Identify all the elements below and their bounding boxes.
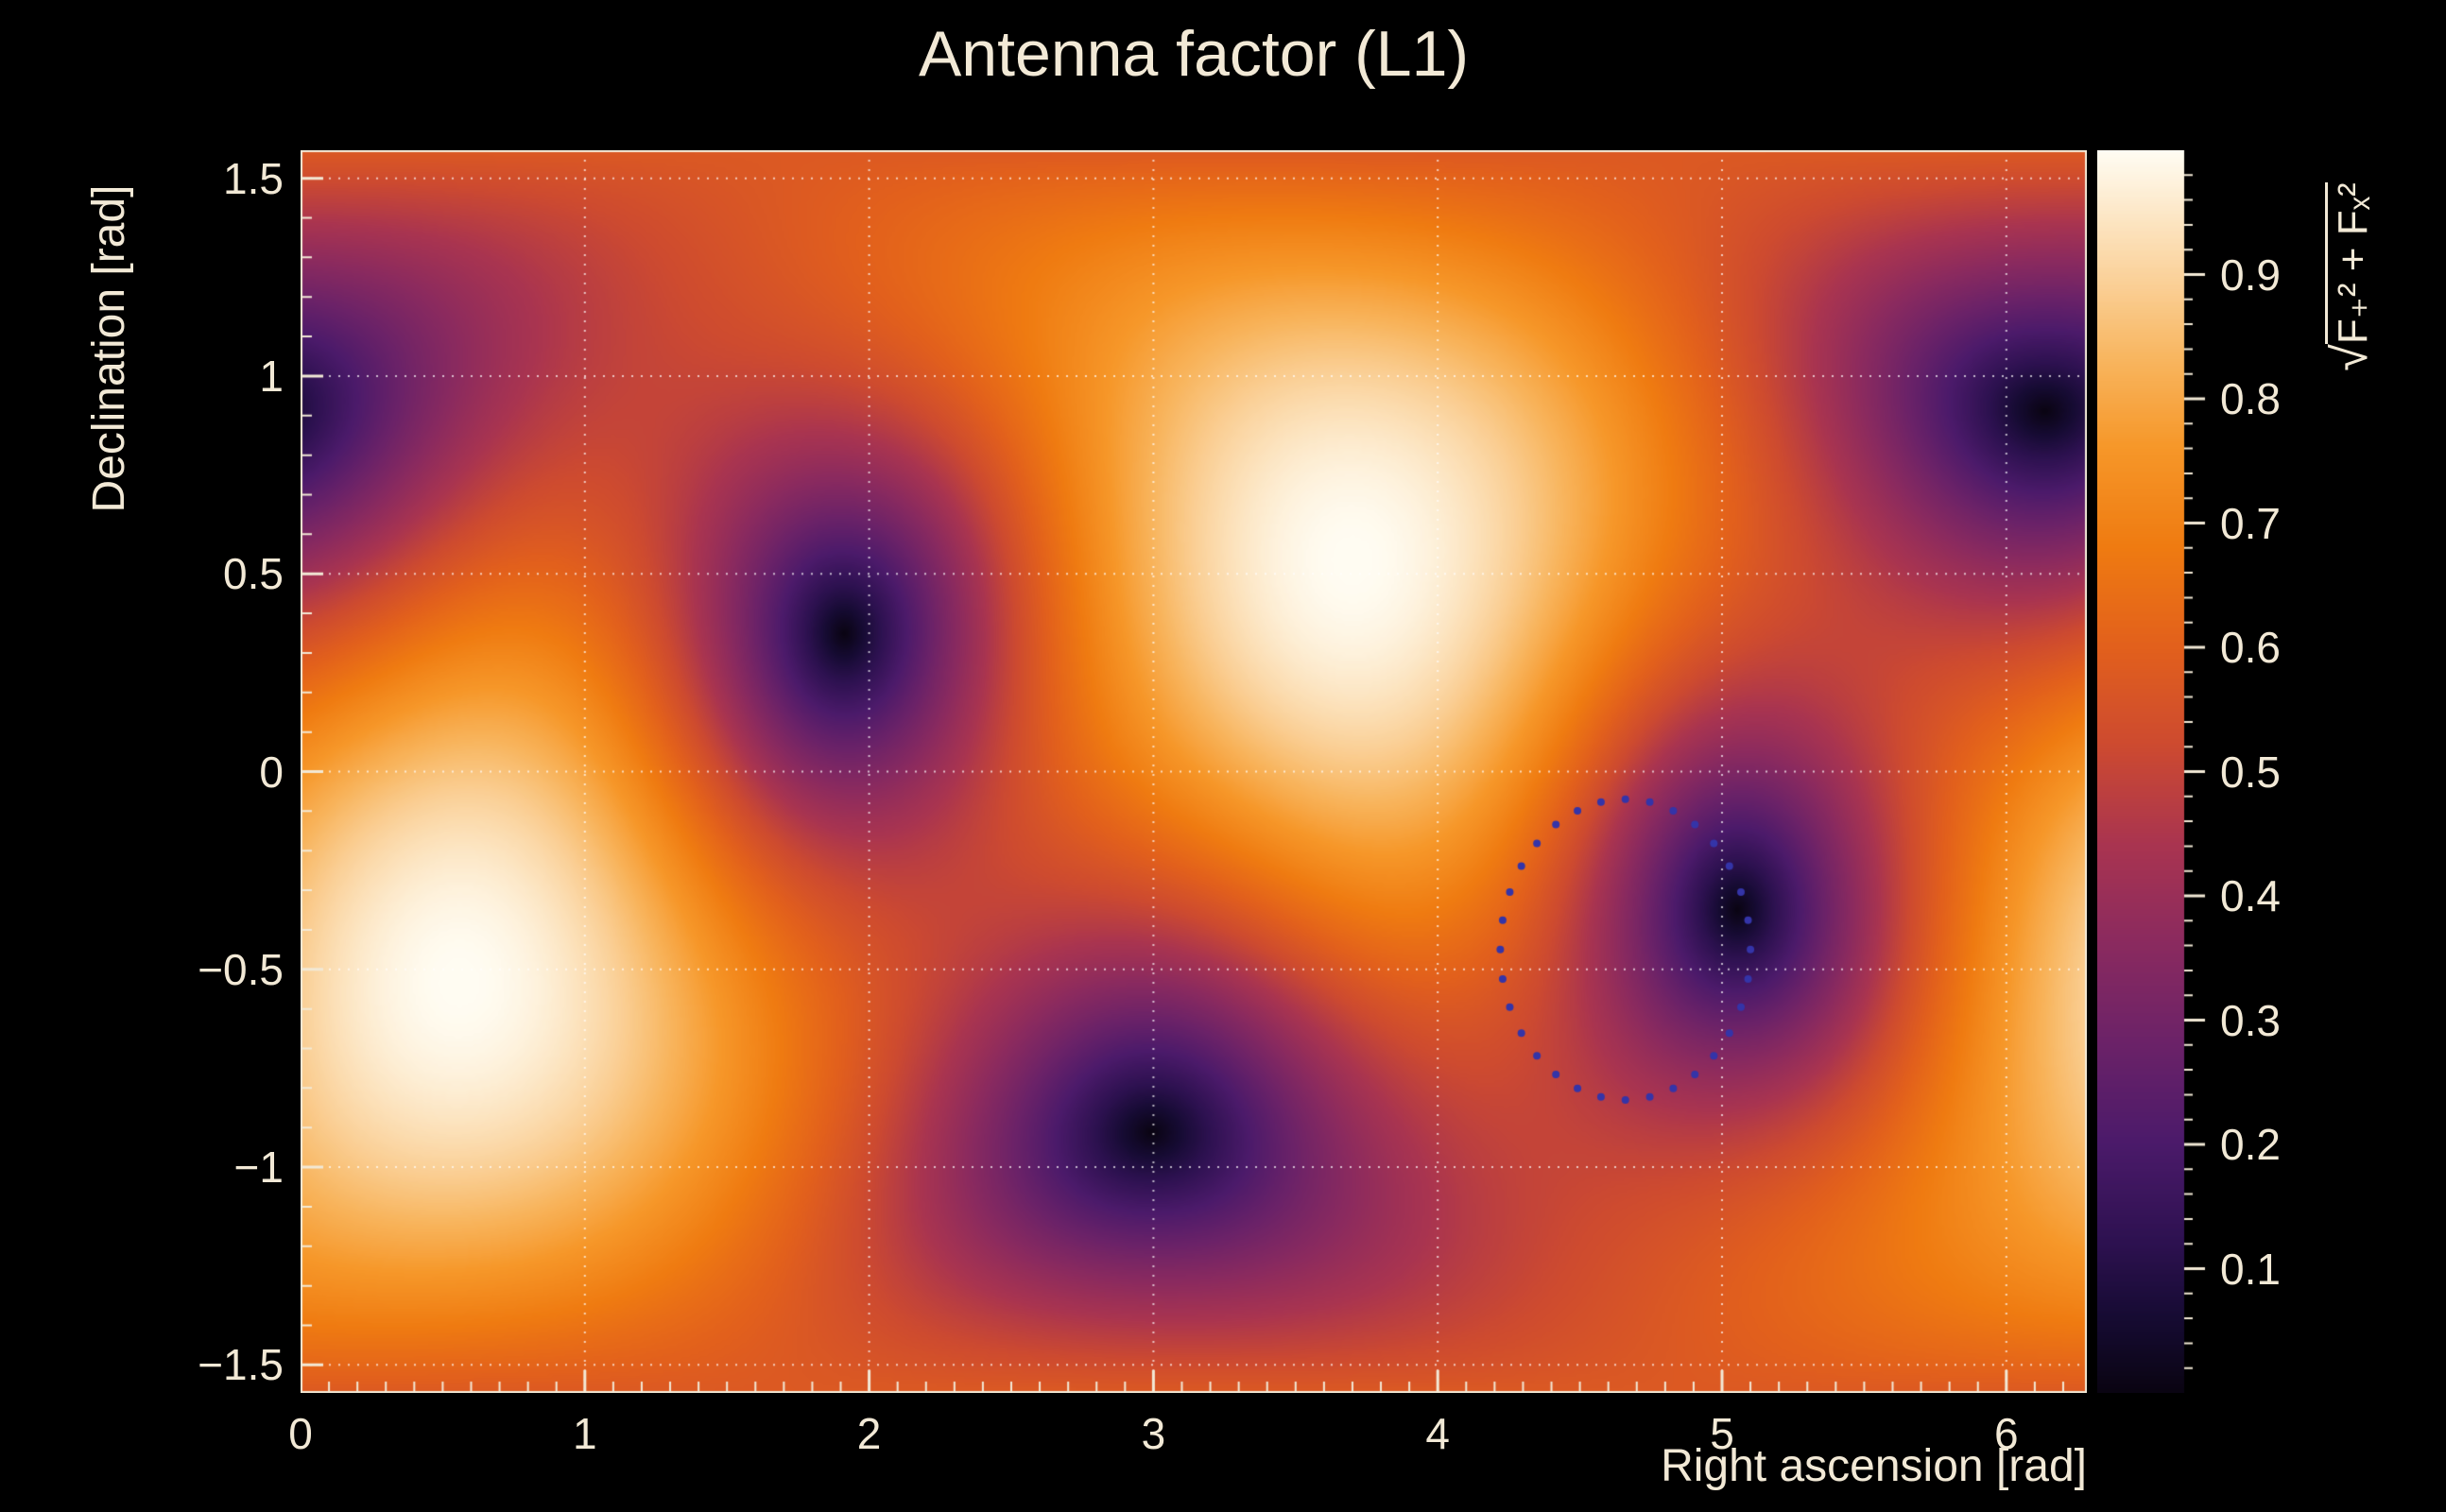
radicand-formula: F₊² + Fₓ² (2325, 182, 2376, 345)
y-axis-title: Declination [rad] (84, 184, 134, 513)
colorbar-tick-label: 0.5 (2220, 747, 2281, 797)
x-tick-label: 4 (1425, 1409, 1450, 1458)
y-tick-label: −1 (233, 1143, 284, 1193)
colorbar-tick-label: 0.6 (2220, 623, 2281, 672)
y-tick-label: 0 (259, 747, 284, 797)
heatmap-canvas (301, 150, 2087, 1393)
chart-title: Antenna factor (L1) (918, 18, 1470, 90)
x-tick-label: 1 (573, 1409, 597, 1458)
y-tick-label: −1.5 (198, 1340, 284, 1390)
x-axis-title: Right ascension [rad] (1661, 1441, 2087, 1491)
colorbar-tick-label: 0.7 (2220, 498, 2281, 548)
colorbar-tick-label: 0.9 (2220, 249, 2281, 300)
colorbar-tick-label: 0.4 (2220, 871, 2281, 920)
colorbar-tick-label: 0.2 (2220, 1120, 2281, 1169)
radical-sign: √ (2323, 344, 2378, 371)
x-tick-label: 5 (1710, 1409, 1734, 1458)
x-tick-label: 0 (288, 1409, 313, 1458)
y-tick-label: 1.5 (223, 153, 284, 203)
colorbar-canvas (2097, 150, 2214, 1393)
colorbar-tick-label: 0.3 (2220, 995, 2281, 1045)
x-tick-label: 2 (856, 1409, 882, 1458)
y-tick-label: 1 (259, 351, 284, 401)
y-tick-label: −0.5 (198, 944, 284, 994)
x-tick-label: 6 (1994, 1409, 2019, 1458)
colorbar-title: √F₊² + Fₓ² (2322, 97, 2379, 456)
colorbar-tick-label: 0.8 (2220, 374, 2281, 423)
colorbar-tick-label: 0.1 (2220, 1244, 2281, 1294)
x-tick-label: 3 (1141, 1409, 1166, 1458)
y-tick-label: 0.5 (223, 549, 284, 599)
